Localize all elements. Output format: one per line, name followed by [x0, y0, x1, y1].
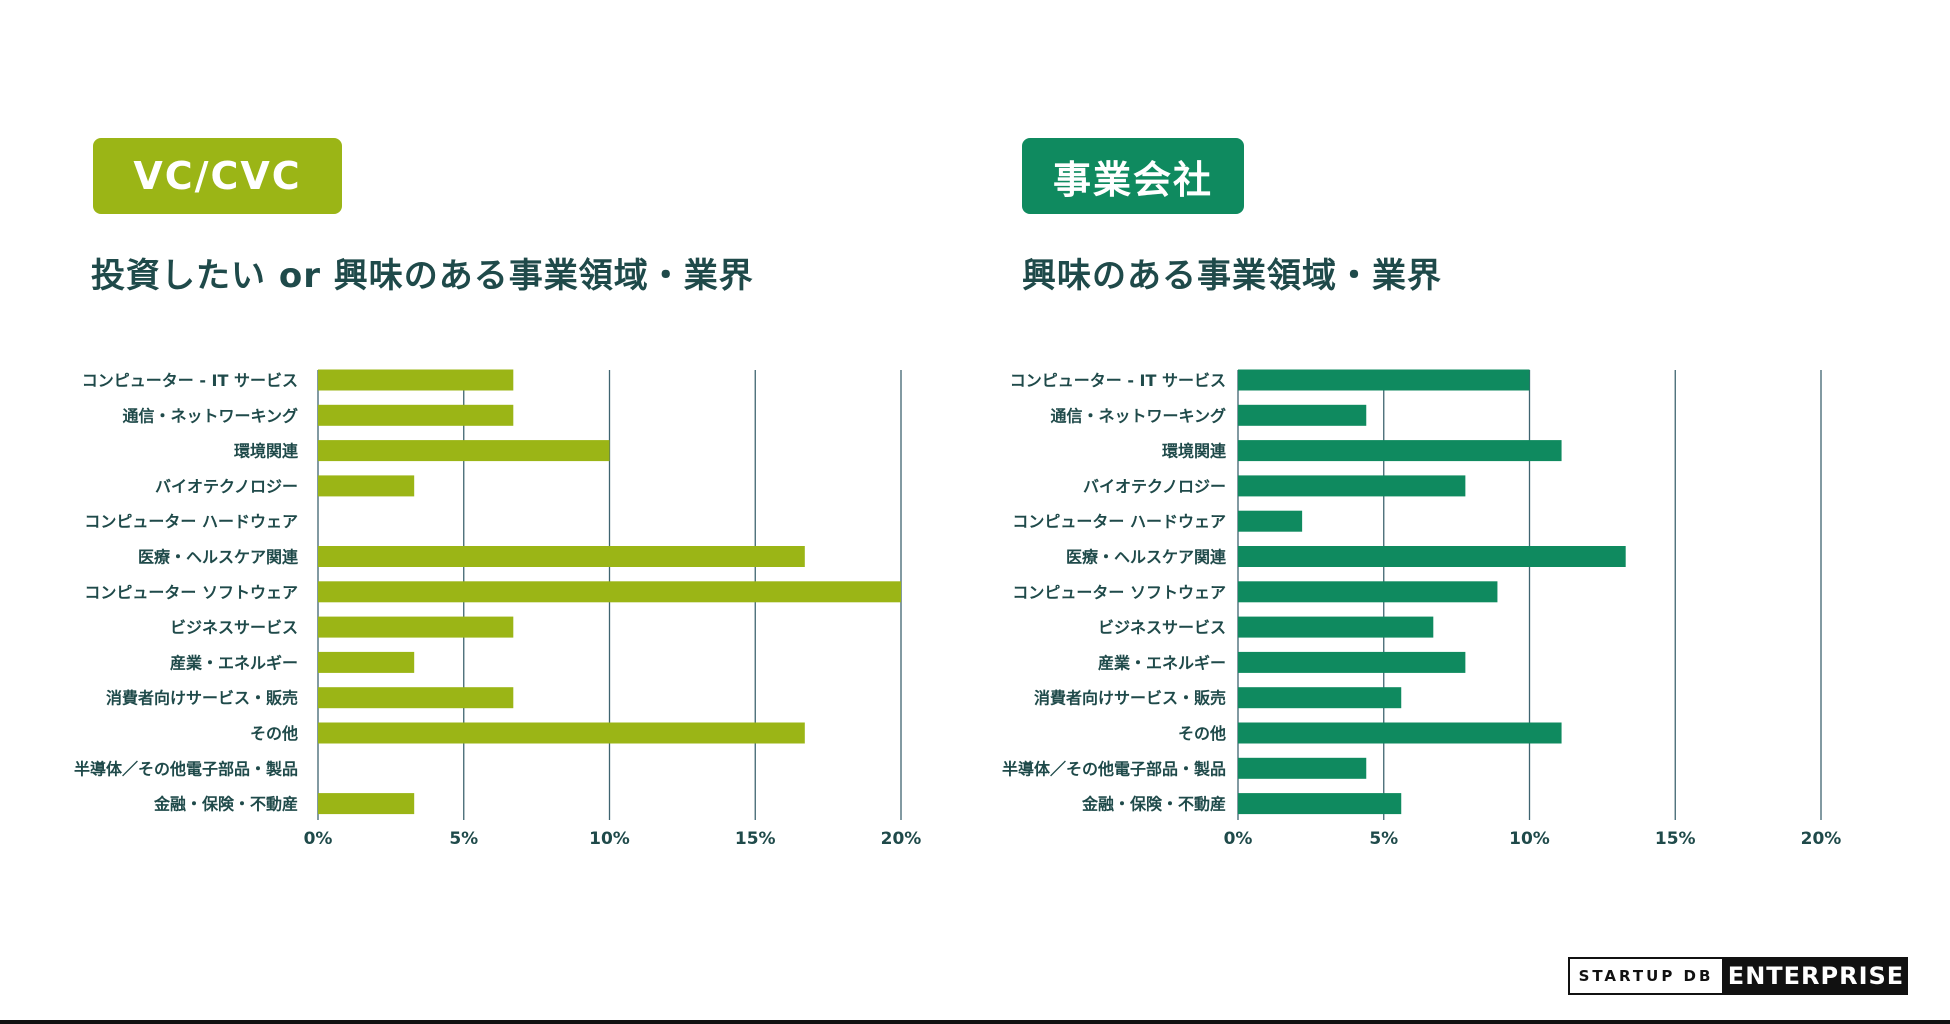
business-company-x-tick-label: 5% — [1369, 829, 1398, 849]
business-company-category-label: コンピューター ハードウェア — [1012, 512, 1226, 531]
business-company-bar — [1238, 616, 1434, 638]
business-company-category-label: 半導体／その他電子部品・製品 — [1002, 759, 1226, 778]
business-company-category-label: バイオテクノロジー — [1083, 477, 1226, 496]
business-company-bar — [1238, 581, 1498, 603]
business-company-bar — [1238, 510, 1303, 532]
startup-db-enterprise-logo: STARTUP DB ENTERPRISE — [1568, 957, 1908, 995]
business-company-bar — [1238, 793, 1402, 815]
vc-cvc-category-label: 通信・ネットワーキング — [122, 406, 298, 425]
business-company-category-label: 金融・保険・不動産 — [1081, 795, 1226, 814]
vc-cvc-bar — [318, 475, 415, 497]
vc-cvc-category-label: バイオテクノロジー — [155, 477, 298, 496]
business-company-bar — [1238, 722, 1562, 744]
vc-cvc-category-label: 半導体／その他電子部品・製品 — [74, 759, 298, 778]
business-company-bar — [1238, 757, 1367, 779]
business-company-category-label: 産業・エネルギー — [1098, 653, 1226, 672]
vc-cvc-category-label: コンピューター ソフトウェア — [84, 583, 298, 602]
vc-cvc-category-label: 環境関連 — [234, 442, 299, 461]
vc-cvc-x-tick-label: 10% — [589, 829, 630, 849]
business-company-x-tick-label: 10% — [1509, 829, 1550, 849]
business-company-bar — [1238, 687, 1402, 709]
vc-cvc-category-label: ビジネスサービス — [170, 618, 298, 637]
vc-cvc-bar — [318, 687, 514, 709]
business-company-x-tick-label: 0% — [1224, 829, 1253, 849]
vc-cvc-badge: VC/CVC — [93, 138, 342, 214]
business-company-category-label: コンピューター ソフトウェア — [1012, 583, 1226, 602]
vc-cvc-category-label: 医療・ヘルスケア関連 — [138, 548, 299, 567]
business-company-category-label: 通信・ネットワーキング — [1050, 406, 1226, 425]
vc-cvc-bar — [318, 616, 514, 638]
startup-db-logo-text: STARTUP DB — [1568, 957, 1724, 995]
business-company-bar — [1238, 475, 1466, 497]
business-company-bar-chart: 0% 5% 10% 15% 20% コンピューター - IT サービス通信・ネットワーキン… — [960, 360, 1950, 860]
bottom-border — [0, 1020, 1950, 1024]
business-company-bar — [1238, 369, 1530, 391]
vc-cvc-chart-svg: 0% 5% 10% 15% 20% コンピューター - IT サービス通信・ネットワーキン… — [74, 369, 922, 849]
vc-cvc-bar — [318, 581, 901, 603]
vc-cvc-category-label: 金融・保険・不動産 — [153, 795, 298, 814]
enterprise-logo-text: ENTERPRISE — [1724, 957, 1908, 995]
left-chart-title: 投資したい or 興味のある事業領域・業界 — [91, 256, 754, 296]
vc-cvc-x-tick-label: 20% — [881, 829, 922, 849]
vc-cvc-x-tick-label: 0% — [304, 829, 333, 849]
business-company-category-label: 医療・ヘルスケア関連 — [1066, 548, 1227, 567]
vc-cvc-bar — [318, 369, 514, 391]
business-company-category-label: 消費者向けサービス・販売 — [1034, 689, 1226, 708]
business-company-bar — [1238, 440, 1562, 462]
vc-cvc-bar — [318, 722, 805, 744]
business-company-chart-svg: 0% 5% 10% 15% 20% コンピューター - IT サービス通信・ネットワーキン… — [1002, 369, 1842, 849]
business-company-category-label: ビジネスサービス — [1098, 618, 1226, 637]
business-company-category-label: コンピューター - IT サービス — [1010, 371, 1226, 390]
vc-cvc-x-tick-label: 15% — [735, 829, 776, 849]
vc-cvc-bar — [318, 546, 805, 567]
vc-cvc-category-label: その他 — [250, 724, 298, 743]
vc-cvc-bar — [318, 440, 610, 462]
vc-cvc-category-label: コンピューター - IT サービス — [82, 371, 298, 390]
business-company-bar — [1238, 404, 1367, 426]
business-company-bar — [1238, 546, 1626, 567]
vc-cvc-category-label: 消費者向けサービス・販売 — [106, 689, 298, 708]
vc-cvc-x-tick-label: 5% — [449, 829, 478, 849]
vc-cvc-bar — [318, 404, 514, 426]
vc-cvc-bar — [318, 651, 415, 673]
vc-cvc-bar-chart: 0% 5% 10% 15% 20% コンピューター - IT サービス通信・ネットワーキン… — [0, 360, 960, 860]
vc-cvc-category-label: コンピューター ハードウェア — [84, 512, 298, 531]
business-company-category-label: 環境関連 — [1162, 442, 1227, 461]
business-company-x-tick-label: 15% — [1655, 829, 1696, 849]
business-company-bar — [1238, 651, 1466, 673]
business-company-x-tick-label: 20% — [1801, 829, 1842, 849]
business-company-badge: 事業会社 — [1022, 138, 1244, 214]
business-company-category-label: その他 — [1178, 724, 1226, 743]
vc-cvc-bar — [318, 793, 415, 815]
right-chart-title: 興味のある事業領域・業界 — [1022, 256, 1442, 296]
vc-cvc-category-label: 産業・エネルギー — [170, 653, 298, 672]
